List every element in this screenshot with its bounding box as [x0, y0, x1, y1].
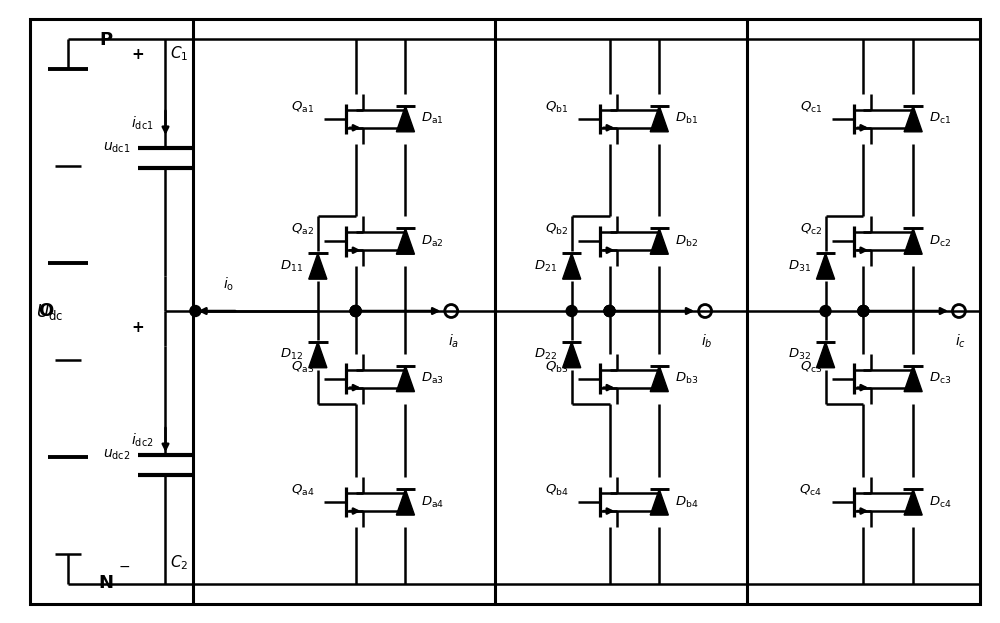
Text: $Q_{\mathrm{b3}}$: $Q_{\mathrm{b3}}$: [545, 359, 568, 374]
Text: $Q_{\mathrm{b2}}$: $Q_{\mathrm{b2}}$: [545, 222, 568, 237]
Text: $D_{\mathrm{b4}}$: $D_{\mathrm{b4}}$: [675, 495, 699, 510]
Text: $u_{\mathrm{dc2}}$: $u_{\mathrm{dc2}}$: [103, 448, 131, 462]
Text: $D_{\mathrm{b2}}$: $D_{\mathrm{b2}}$: [675, 234, 698, 249]
Text: $Q_{\mathrm{a2}}$: $Q_{\mathrm{a2}}$: [291, 222, 314, 237]
Text: $D_{\mathrm{c2}}$: $D_{\mathrm{c2}}$: [929, 234, 951, 249]
Polygon shape: [650, 229, 668, 254]
Text: $i_c$: $i_c$: [955, 333, 966, 350]
Circle shape: [566, 305, 577, 316]
Text: $D_{\mathrm{b1}}$: $D_{\mathrm{b1}}$: [675, 112, 698, 126]
Text: $C_2$: $C_2$: [170, 553, 189, 572]
Text: $D_{21}$: $D_{21}$: [534, 259, 557, 273]
Polygon shape: [650, 489, 668, 515]
Text: $Q_{\mathrm{a3}}$: $Q_{\mathrm{a3}}$: [291, 359, 314, 374]
Polygon shape: [563, 342, 581, 368]
Text: $i_a$: $i_a$: [448, 333, 459, 350]
Circle shape: [350, 305, 361, 316]
Circle shape: [350, 305, 361, 316]
Text: $C_1$: $C_1$: [170, 44, 189, 63]
Text: $i_{\mathrm{o}}$: $i_{\mathrm{o}}$: [223, 276, 234, 293]
Text: $u_{\mathrm{dc1}}$: $u_{\mathrm{dc1}}$: [103, 141, 131, 155]
Text: +: +: [131, 47, 144, 62]
Circle shape: [604, 305, 615, 316]
Polygon shape: [904, 106, 922, 132]
Text: $D_{\mathrm{a4}}$: $D_{\mathrm{a4}}$: [421, 495, 445, 510]
Text: $i_b$: $i_b$: [701, 333, 713, 350]
Polygon shape: [396, 106, 414, 132]
Polygon shape: [396, 229, 414, 254]
Text: $Q_{\mathrm{c1}}$: $Q_{\mathrm{c1}}$: [800, 100, 822, 115]
Text: +: +: [131, 320, 144, 335]
Text: $D_{12}$: $D_{12}$: [280, 347, 303, 363]
Circle shape: [604, 305, 615, 316]
Text: $-$: $-$: [118, 559, 131, 573]
Text: $Q_{\mathrm{b1}}$: $Q_{\mathrm{b1}}$: [545, 100, 568, 115]
Text: $Q_{\mathrm{a4}}$: $Q_{\mathrm{a4}}$: [291, 483, 314, 498]
Text: $D_{\mathrm{c3}}$: $D_{\mathrm{c3}}$: [929, 371, 952, 386]
Polygon shape: [309, 254, 327, 279]
Text: $D_{11}$: $D_{11}$: [280, 259, 303, 273]
Text: $D_{22}$: $D_{22}$: [534, 347, 557, 363]
Circle shape: [350, 305, 361, 316]
Text: N: N: [99, 574, 114, 592]
Text: $Q_{\mathrm{b4}}$: $Q_{\mathrm{b4}}$: [545, 483, 568, 498]
Text: $i_{\mathrm{dc1}}$: $i_{\mathrm{dc1}}$: [131, 114, 154, 131]
Text: $Q_{\mathrm{c3}}$: $Q_{\mathrm{c3}}$: [800, 359, 822, 374]
Text: $Q_{\mathrm{c2}}$: $Q_{\mathrm{c2}}$: [800, 222, 822, 237]
Polygon shape: [904, 489, 922, 515]
Text: $D_{\mathrm{b3}}$: $D_{\mathrm{b3}}$: [675, 371, 698, 386]
Polygon shape: [396, 489, 414, 515]
Text: $Q_{\mathrm{a1}}$: $Q_{\mathrm{a1}}$: [291, 100, 314, 115]
Text: O: O: [38, 302, 53, 320]
Text: $D_{31}$: $D_{31}$: [788, 259, 811, 273]
Circle shape: [858, 305, 869, 316]
Circle shape: [190, 305, 201, 316]
Polygon shape: [650, 106, 668, 132]
Text: $U_{\mathrm{dc}}$: $U_{\mathrm{dc}}$: [36, 302, 63, 321]
Polygon shape: [650, 366, 668, 392]
Circle shape: [820, 305, 831, 316]
Polygon shape: [904, 366, 922, 392]
Text: $D_{\mathrm{c1}}$: $D_{\mathrm{c1}}$: [929, 112, 951, 126]
Polygon shape: [816, 254, 835, 279]
Circle shape: [858, 305, 869, 316]
Polygon shape: [563, 254, 581, 279]
Circle shape: [604, 305, 615, 316]
Text: $Q_{\mathrm{c4}}$: $Q_{\mathrm{c4}}$: [799, 483, 822, 498]
Text: $D_{\mathrm{a2}}$: $D_{\mathrm{a2}}$: [421, 234, 444, 249]
Polygon shape: [816, 342, 835, 368]
Polygon shape: [396, 366, 414, 392]
Circle shape: [858, 305, 869, 316]
Text: $D_{\mathrm{a1}}$: $D_{\mathrm{a1}}$: [421, 112, 444, 126]
Text: $D_{32}$: $D_{32}$: [788, 347, 811, 363]
Polygon shape: [309, 342, 327, 368]
Text: P: P: [100, 31, 113, 49]
Text: $i_{\mathrm{dc2}}$: $i_{\mathrm{dc2}}$: [131, 431, 154, 449]
Polygon shape: [904, 229, 922, 254]
Text: $D_{\mathrm{c4}}$: $D_{\mathrm{c4}}$: [929, 495, 952, 510]
Text: $D_{\mathrm{a3}}$: $D_{\mathrm{a3}}$: [421, 371, 444, 386]
